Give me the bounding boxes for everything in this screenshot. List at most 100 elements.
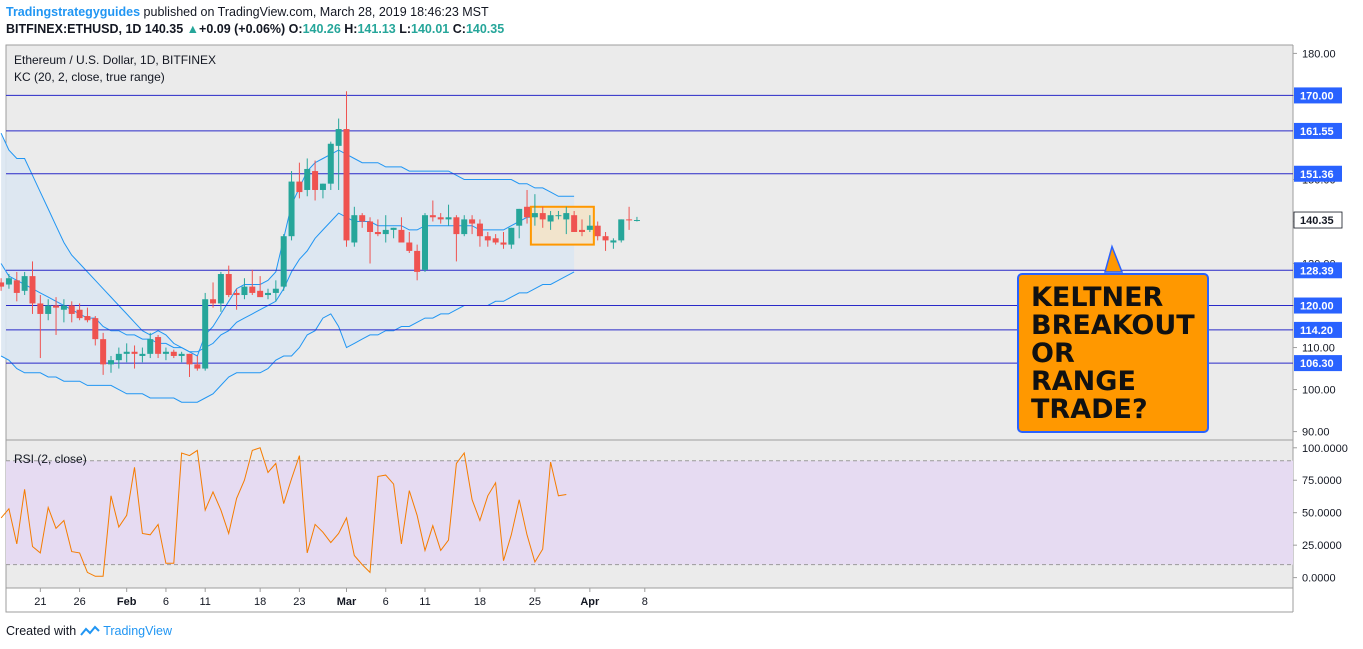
close-value: 140.35	[465, 22, 505, 36]
candle	[84, 307, 91, 323]
candle-body	[304, 168, 311, 190]
last-price-label: 140.35	[1300, 215, 1334, 227]
candle	[210, 282, 217, 308]
candle-body	[68, 305, 75, 314]
candle-body	[249, 286, 256, 293]
candle-body	[390, 227, 397, 230]
candle	[280, 234, 287, 291]
candle	[586, 215, 593, 232]
candle	[359, 213, 366, 228]
candle	[178, 351, 185, 363]
high-value: 141.13	[357, 22, 396, 36]
candle	[594, 221, 601, 241]
candle-body	[29, 276, 36, 304]
time-tick-label: 25	[529, 596, 541, 608]
callout-line-4: RANGE	[1031, 366, 1136, 397]
candle	[53, 297, 60, 335]
time-tick-label: 23	[293, 596, 305, 608]
callout-arrow	[1104, 244, 1124, 273]
level-price-label: 170.00	[1300, 90, 1334, 102]
candle-body	[484, 236, 491, 241]
candle-body	[107, 360, 114, 365]
keltner-label: KC (20, 2, close, true range)	[14, 70, 165, 84]
candle-body	[123, 351, 130, 354]
candle	[374, 219, 381, 237]
candle-body	[53, 305, 60, 308]
candle	[257, 276, 264, 298]
ohlc-line: BITFINEX:ETHUSD, 1D 140.35 ▲+0.09 (+0.06…	[6, 21, 504, 38]
level-price-label: 120.00	[1300, 301, 1334, 313]
candle	[241, 278, 248, 300]
symbol-label: BITFINEX:ETHUSD, 1D	[6, 22, 142, 36]
candle-body	[131, 351, 138, 354]
candle	[304, 158, 311, 197]
time-tick-label: Apr	[580, 596, 600, 608]
candle-body	[359, 215, 366, 222]
candle	[5, 274, 12, 289]
candle	[484, 231, 491, 247]
candle	[367, 217, 374, 264]
tradingview-logo[interactable]: TradingView	[80, 624, 172, 638]
level-price-tag	[1294, 262, 1342, 279]
candle-body	[602, 236, 609, 241]
candle	[602, 231, 609, 251]
candle	[107, 355, 114, 373]
candle-body	[618, 219, 625, 241]
candle-body	[476, 223, 483, 237]
candle-body	[312, 171, 319, 190]
candle	[453, 215, 460, 262]
candle	[563, 206, 570, 235]
time-tick-label: 21	[34, 596, 46, 608]
candle-body	[578, 229, 585, 232]
high-key: H:	[344, 22, 358, 36]
candle-body	[296, 181, 303, 193]
tradingview-brand: TradingView	[103, 624, 172, 638]
time-tick-label: 6	[383, 596, 389, 608]
low-value: 140.01	[411, 22, 450, 36]
candle-body	[469, 219, 476, 224]
candle-body	[555, 215, 562, 217]
candle	[123, 343, 130, 363]
publisher-name[interactable]: Tradingstrategyguides	[6, 5, 141, 19]
candle	[382, 215, 389, 243]
candle-body	[429, 215, 436, 218]
candle	[155, 334, 162, 359]
level-price-label: 161.55	[1300, 126, 1334, 138]
candle	[92, 316, 99, 346]
change-label: +0.09 (+0.06%)	[199, 22, 286, 36]
candle-body	[610, 240, 617, 243]
candle-body	[531, 213, 538, 218]
time-tick-label: 6	[163, 596, 169, 608]
candle	[547, 210, 554, 230]
candle	[13, 271, 20, 302]
range-box	[529, 205, 595, 246]
price-tick-label: 110.00	[1302, 343, 1335, 355]
candle	[288, 171, 295, 241]
candle	[186, 353, 193, 377]
time-tick-label: 11	[199, 596, 210, 608]
candle	[390, 227, 397, 239]
candle-body	[21, 276, 28, 291]
price-tick-label: 100.00	[1302, 385, 1336, 397]
candle-body	[421, 215, 428, 270]
candle	[319, 183, 326, 199]
candle-body	[374, 231, 381, 235]
candle-body	[178, 353, 185, 356]
candle-body	[626, 219, 633, 221]
candle-body	[5, 278, 12, 285]
candle-body	[288, 181, 295, 237]
up-arrow-icon: ▲	[186, 22, 200, 36]
candle-body	[147, 339, 154, 354]
candle	[406, 231, 413, 254]
candle-body	[343, 129, 350, 241]
candle	[60, 299, 67, 323]
price-tick-label: 180.00	[1302, 48, 1336, 60]
time-tick-label: 18	[254, 596, 266, 608]
close-key: C:	[452, 22, 466, 36]
candle-body	[445, 217, 452, 220]
level-price-label: 114.20	[1300, 325, 1333, 337]
candle	[327, 141, 334, 190]
candle	[45, 299, 52, 321]
created-with-text: Created with	[6, 624, 77, 638]
candle-body	[453, 217, 460, 235]
